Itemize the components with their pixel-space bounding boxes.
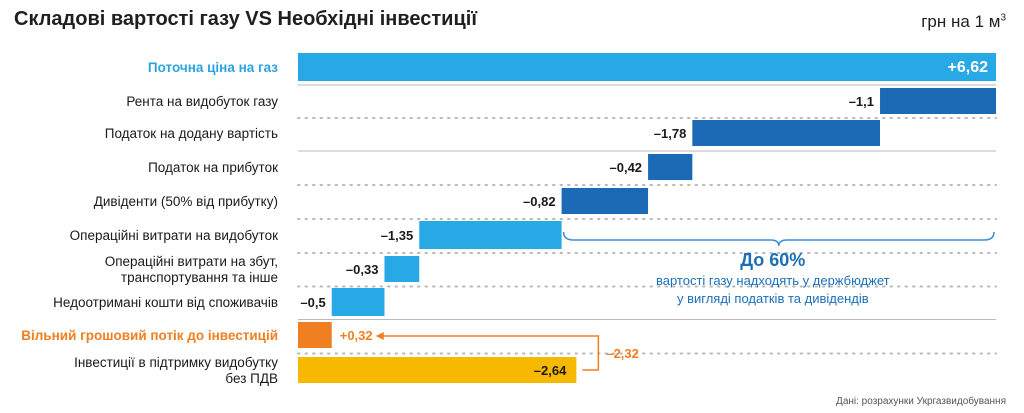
value-label-10: –2,64: [534, 363, 567, 378]
value-label-6: –1,35: [381, 228, 414, 243]
value-label-9: +0,32: [340, 328, 373, 343]
category-label-7: Операційні витрати на збут,: [105, 254, 278, 269]
gap-arrow: [381, 335, 600, 371]
value-label-1: +6,62: [948, 59, 989, 76]
value-label-3: –1,78: [654, 126, 687, 141]
value-label-4: –0,42: [610, 160, 643, 175]
bar-1: [298, 53, 996, 81]
category-label-6: Операційні витрати на видобуток: [70, 228, 278, 243]
value-label-5: –0,82: [523, 194, 556, 209]
bar-2: [880, 88, 996, 114]
bracket-note-line1: вартості газу надходять у держбюджет: [656, 273, 890, 288]
gap-annotation: –2,32: [606, 346, 639, 361]
value-label-8: –0,5: [300, 295, 325, 310]
bracket-note-line2: у вигляді податків та дивідендів: [677, 291, 869, 306]
category-label-9: Вільний грошовий потік до інвестицій: [21, 328, 278, 343]
gap-arrowhead: [375, 332, 384, 340]
value-label-7: –0,33: [346, 262, 379, 277]
source-note: Дані: розрахунки Укргазвидобування: [836, 396, 1006, 407]
category-label-4: Податок на прибуток: [148, 160, 278, 175]
category-label-10: без ПДВ: [225, 371, 278, 386]
bars: [298, 53, 996, 383]
bracket-headline: До 60%: [740, 250, 805, 270]
gridlines: [297, 84, 997, 355]
category-label-5: Дивіденти (50% від прибутку): [94, 194, 278, 209]
category-label-1: Поточна ціна на газ: [148, 60, 278, 75]
bracket-shape: [562, 231, 995, 247]
category-label-8: Недоотримані кошти від споживачів: [53, 295, 278, 310]
annotations: До 60% вартості газу надходять у держбюд…: [375, 231, 995, 371]
bar-3: [692, 120, 881, 146]
bar-5: [561, 188, 649, 214]
category-label-10: Інвестиції в підтримку видобутку: [74, 355, 278, 370]
bar-9: [298, 322, 332, 348]
bar-7: [384, 256, 420, 282]
value-label-2: –1,1: [849, 94, 874, 109]
category-labels: Поточна ціна на газ Рента на видобуток га…: [21, 60, 278, 386]
bar-6: [419, 221, 562, 249]
chart-title: Складові вартості газу VS Необхідні інве…: [14, 8, 477, 30]
unit-label: грн на 1 м3: [921, 12, 1006, 31]
bar-4: [648, 154, 693, 180]
bar-10: [298, 357, 577, 383]
value-labels: +6,62 –1,1 –1,78 –0,42 –0,82 –1,35 –0,33 –0,5 +0…: [300, 59, 988, 378]
category-label-2: Рента на видобуток газу: [126, 94, 278, 109]
category-label-7: транспортування та інше: [121, 270, 278, 285]
bar-8: [331, 288, 385, 316]
category-label-3: Податок на додану вартість: [105, 126, 278, 141]
